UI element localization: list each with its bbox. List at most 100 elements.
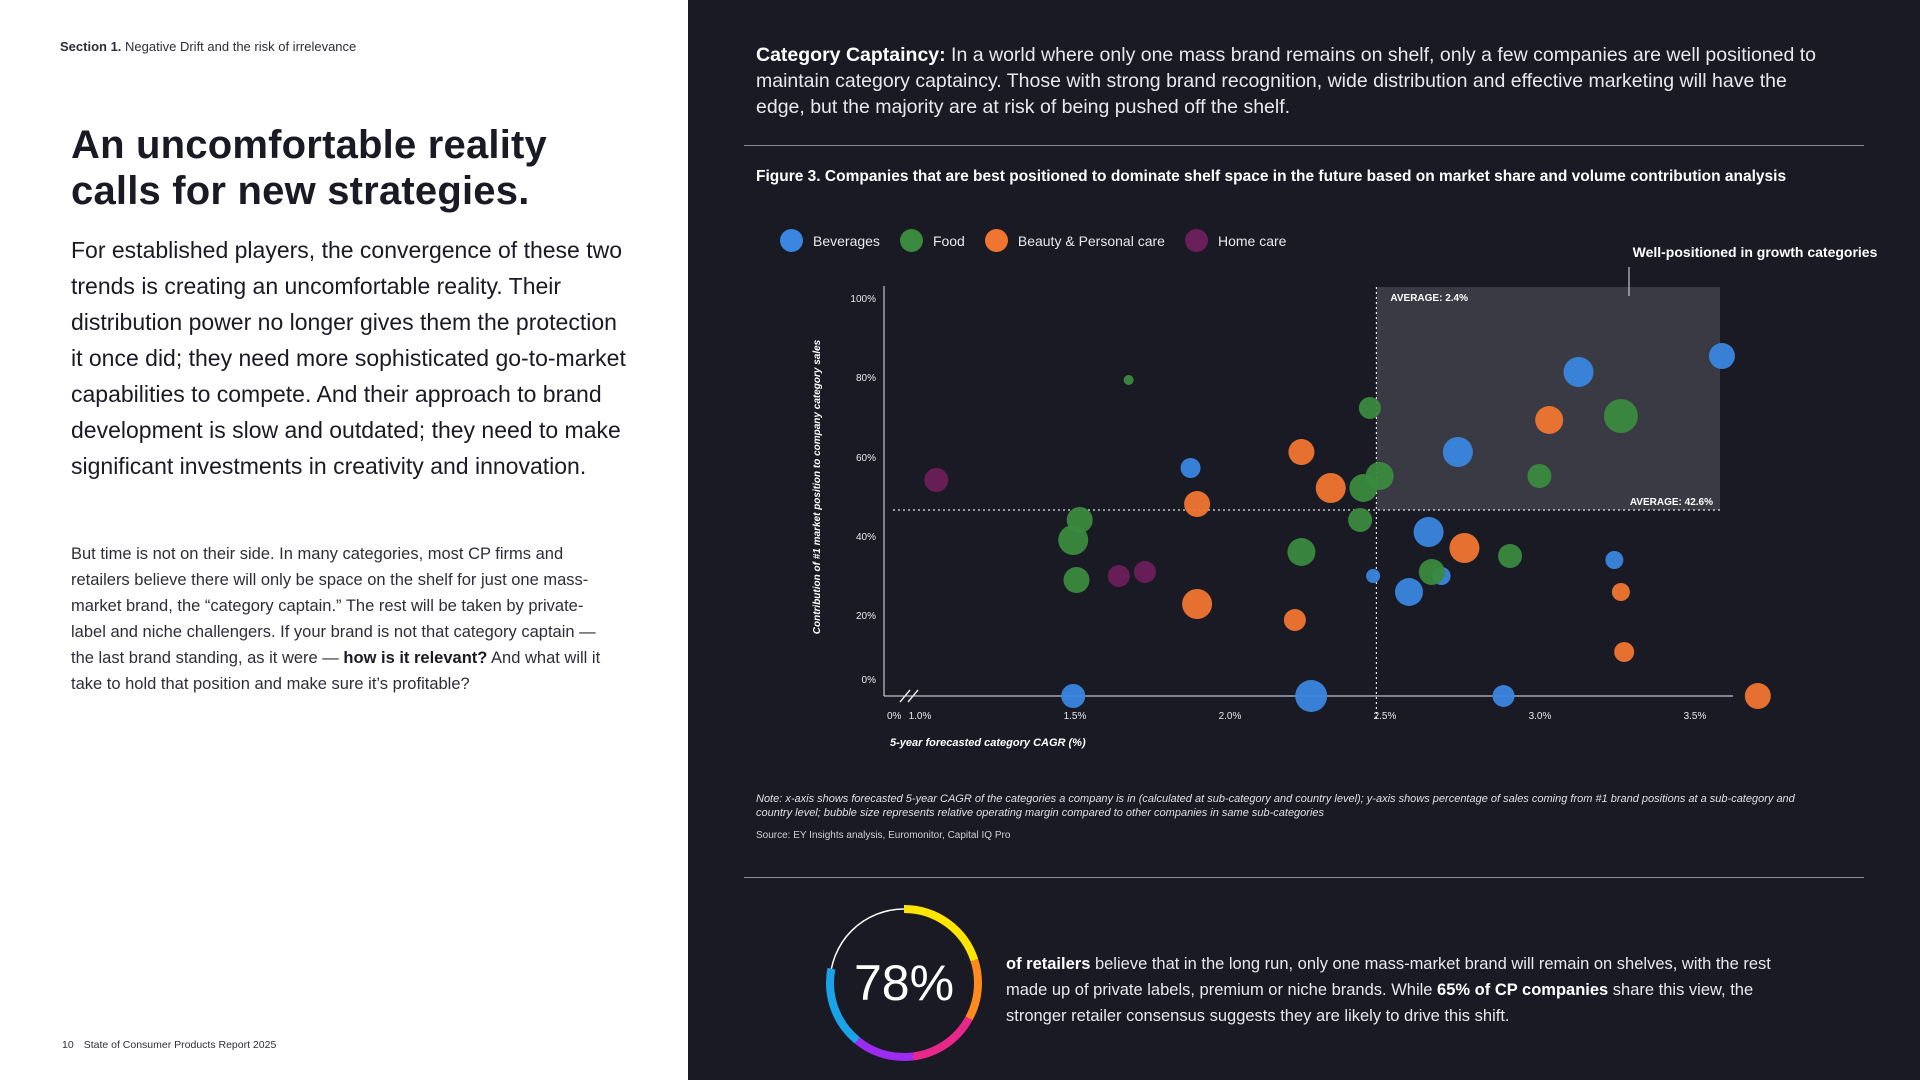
bubble-beverages: [1492, 685, 1515, 707]
average-y-label: AVERAGE: 42.6%: [1630, 497, 1713, 508]
x-tick-label: 3.5%: [1684, 711, 1707, 722]
average-x-label: AVERAGE: 2.4%: [1390, 293, 1468, 304]
report-title: State of Consumer Products Report 2025: [83, 1039, 277, 1051]
bubble-beverages: [1605, 551, 1624, 569]
bubble-beauty-personal-care: [1184, 491, 1211, 517]
x-tick-label: 1.5%: [1064, 711, 1087, 722]
y-tick-label: 100%: [850, 294, 876, 305]
x-tick-label: 1.0%: [909, 711, 932, 722]
section-title: Negative Drift and the risk of irrelevan…: [125, 39, 357, 54]
bubble-beverages: [1295, 680, 1328, 712]
stat-text-2: share this view, the stronger retailer c…: [1006, 981, 1754, 1025]
bubble-beverages: [1061, 684, 1086, 708]
bubble-beauty-personal-care: [1315, 473, 1346, 503]
bubble-food: [1348, 508, 1373, 532]
x-tick-label: 2.0%: [1219, 711, 1242, 722]
bubble-beauty-personal-care: [1744, 683, 1771, 709]
right-page: Category Captaincy: In a world where onl…: [688, 0, 1920, 1080]
bubble-beverages: [1395, 578, 1423, 606]
bubble-beverages: [1413, 517, 1444, 547]
bubble-food: [1123, 375, 1134, 385]
ring-seg-4: [826, 905, 982, 1061]
bubble-beverages: [1366, 569, 1381, 583]
bubble-food: [1058, 525, 1089, 555]
y-axis-title: Contribution of #1 market position to co…: [812, 339, 823, 634]
body-paragraph: But time is not on their side. In many c…: [71, 541, 616, 697]
ring-seg-5: [826, 905, 982, 1061]
bubble-beauty-personal-care: [1535, 406, 1564, 434]
bubble-beauty-personal-care: [1182, 589, 1213, 619]
bubble-food: [1287, 538, 1316, 566]
bubble-beauty-personal-care: [1449, 533, 1480, 563]
legend-item-beverages: Beverages: [780, 229, 880, 252]
bubble-food: [1498, 544, 1523, 568]
stat-ring: [826, 905, 982, 1061]
divider-bottom: [744, 877, 1864, 878]
highlight-label: Well-positioned in growth categories: [1633, 244, 1878, 260]
bubble-home-care: [1107, 565, 1130, 587]
x-tick-label: 0%: [887, 711, 902, 722]
y-tick-label: 80%: [856, 373, 876, 384]
bubble-beverages: [1180, 458, 1201, 478]
bubble-food: [1358, 397, 1381, 419]
body-emphasis: how is it relevant?: [343, 649, 488, 667]
bubble-food: [1603, 399, 1638, 433]
axis-break-mark: [899, 689, 911, 703]
bubble-home-care: [924, 468, 949, 492]
left-page: Section 1. Negative Drift and the risk o…: [0, 0, 688, 1080]
legend-label: Beauty & Personal care: [1017, 232, 1165, 249]
bubble-home-care: [1133, 561, 1156, 583]
bubble-beverages: [1442, 437, 1473, 467]
page-headline: An uncomfortable reality calls for new s…: [71, 123, 547, 213]
legend-item-home-care: Home care: [1184, 229, 1287, 252]
body-part-1: But time is not on their side. In many c…: [71, 545, 596, 667]
page-footer: 10 State of Consumer Products Report 2025: [62, 1039, 286, 1051]
lead-paragraph: For established players, the convergence…: [71, 237, 626, 479]
stat-bold-2: 65% of CP companies: [1437, 981, 1609, 999]
stat-text: of retailers believe that in the long ru…: [1006, 951, 1796, 1029]
y-tick-label: 40%: [856, 532, 876, 543]
bubble-beauty-personal-care: [1283, 609, 1306, 631]
bubble-food: [1527, 464, 1552, 488]
page-number: 10: [62, 1039, 74, 1051]
captaincy-lead: Category Captaincy:: [756, 44, 946, 66]
bubble-beverages: [1708, 343, 1735, 369]
bubble-beauty-personal-care: [1288, 439, 1315, 465]
legend-item-beauty: Beauty & Personal care: [984, 229, 1165, 252]
stat-bold-1: of retailers: [1006, 955, 1091, 973]
legend-dot-beauty: [984, 229, 1008, 252]
y-tick-label: 20%: [856, 611, 876, 622]
section-header: Section 1. Negative Drift and the risk o…: [60, 39, 356, 54]
x-tick-label: 2.5%: [1374, 711, 1397, 722]
chart-source: Source: EY Insights analysis, Euromonito…: [756, 830, 1011, 841]
bubble-beverages: [1563, 357, 1594, 387]
bubble-food: [1349, 474, 1378, 502]
captaincy-text: In a world where only one mass brand rem…: [756, 44, 1817, 118]
ring-seg-1: [826, 905, 982, 1061]
y-tick-label: 0%: [862, 675, 877, 686]
bubble-chart: Well-positioned in growth categories AVER…: [812, 244, 1878, 749]
legend-label: Beverages: [813, 232, 880, 249]
bubble-beauty-personal-care: [1614, 642, 1635, 662]
legend-dot-home-care: [1184, 229, 1208, 252]
figure-title: Figure 3. Companies that are best positi…: [756, 168, 1787, 185]
ring-seg-2: [826, 905, 982, 1061]
y-tick-label: 60%: [856, 453, 876, 464]
bubble-food: [1418, 559, 1445, 585]
chart-note: Note: x-axis shows forecasted 5-year CAG…: [756, 793, 1795, 819]
section-label: Section 1.: [60, 39, 122, 54]
legend-item-food: Food: [899, 229, 965, 252]
legend-label: Food: [932, 232, 965, 249]
bubble-food: [1063, 567, 1090, 593]
chart-legend: Beverages Food Beauty & Personal care Ho…: [780, 229, 1306, 252]
legend-dot-food: [899, 229, 923, 252]
category-captaincy-paragraph: Category Captaincy: In a world where onl…: [756, 42, 1836, 120]
bubble-beauty-personal-care: [1611, 583, 1630, 601]
body-part-2: And what will it take to hold that posit…: [71, 649, 601, 693]
divider-top: [744, 145, 1864, 146]
x-axis-title: 5-year forecasted category CAGR (%): [890, 737, 1086, 749]
stat-value: 78%: [853, 955, 955, 1011]
legend-label: Home care: [1217, 232, 1287, 249]
legend-dot-beverages: [780, 229, 803, 252]
x-tick-label: 3.0%: [1529, 711, 1552, 722]
